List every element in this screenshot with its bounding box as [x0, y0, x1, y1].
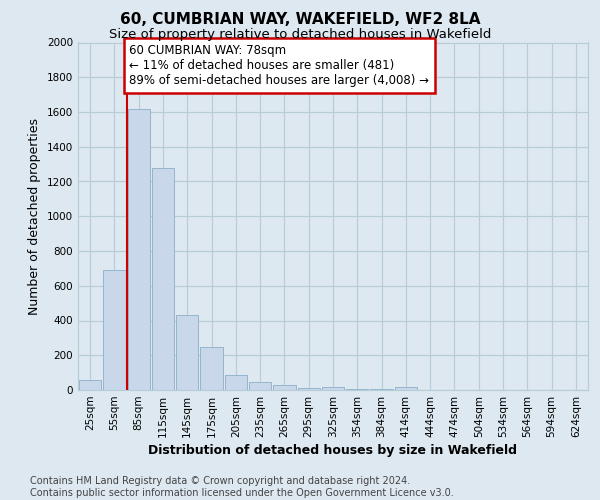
Bar: [273, 385, 296, 390]
Bar: [346, 389, 368, 390]
Y-axis label: Number of detached properties: Number of detached properties: [28, 118, 41, 315]
Text: Contains HM Land Registry data © Crown copyright and database right 2024.
Contai: Contains HM Land Registry data © Crown c…: [30, 476, 454, 498]
Text: 60 CUMBRIAN WAY: 78sqm
← 11% of detached houses are smaller (481)
89% of semi-de: 60 CUMBRIAN WAY: 78sqm ← 11% of detached…: [130, 44, 430, 87]
Text: Size of property relative to detached houses in Wakefield: Size of property relative to detached ho…: [109, 28, 491, 41]
Bar: [298, 388, 320, 390]
Bar: [224, 375, 247, 390]
Bar: [249, 382, 271, 390]
Bar: [395, 388, 417, 390]
Bar: [79, 380, 101, 390]
Bar: [176, 316, 199, 390]
Bar: [200, 346, 223, 390]
Text: 60, CUMBRIAN WAY, WAKEFIELD, WF2 8LA: 60, CUMBRIAN WAY, WAKEFIELD, WF2 8LA: [120, 12, 480, 28]
Bar: [322, 386, 344, 390]
X-axis label: Distribution of detached houses by size in Wakefield: Distribution of detached houses by size …: [149, 444, 517, 457]
Bar: [152, 168, 174, 390]
Bar: [103, 270, 125, 390]
Bar: [128, 108, 150, 390]
